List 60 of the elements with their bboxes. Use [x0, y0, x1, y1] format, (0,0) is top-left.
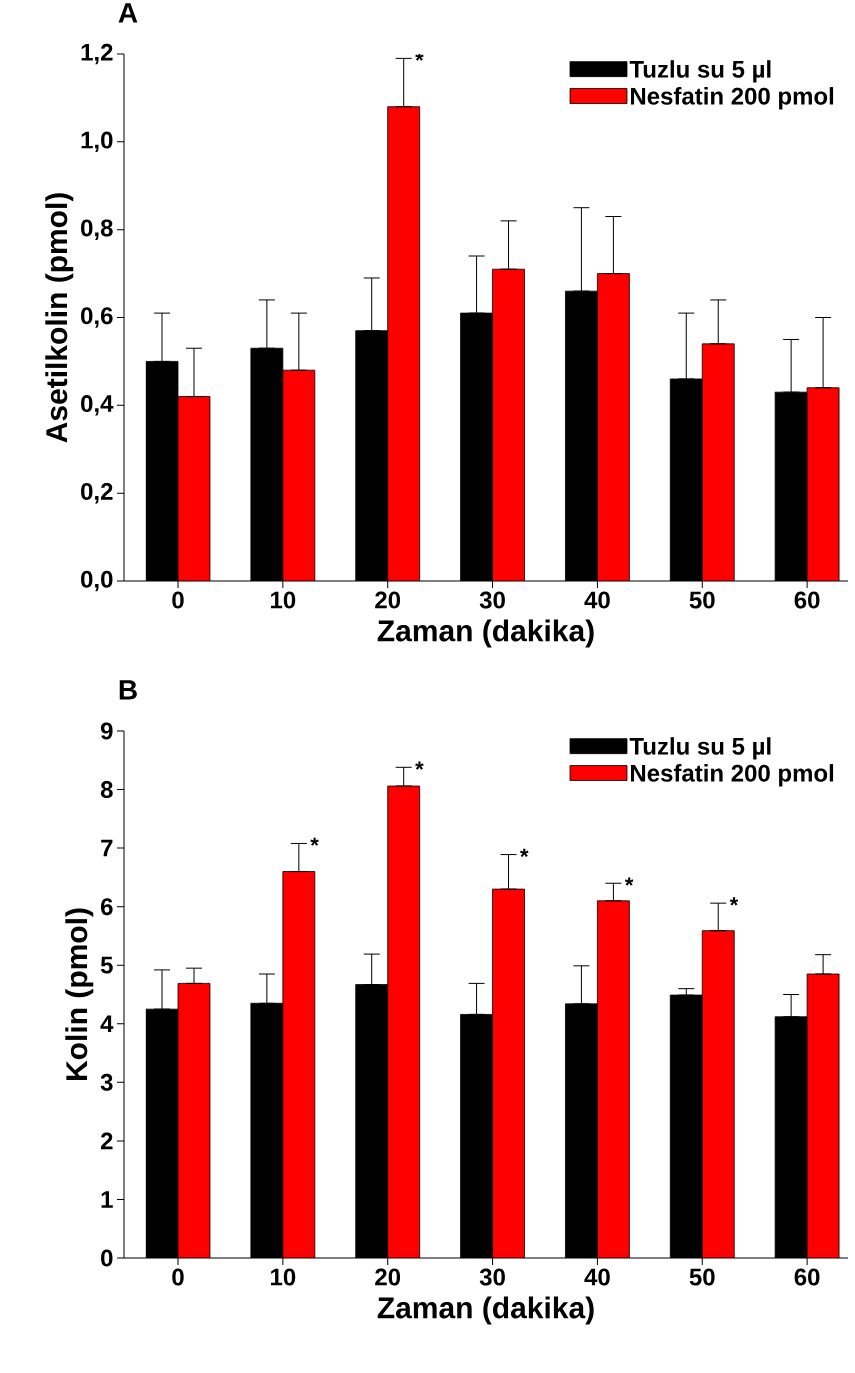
y-tick-label: 9: [100, 722, 113, 740]
y-tick-label: 7: [101, 839, 113, 857]
y-tick-label: 0,4: [81, 395, 114, 416]
x-tick-label: 10: [271, 1268, 296, 1286]
y-tick-label: 8: [100, 781, 113, 799]
bar: [387, 106, 420, 581]
y-tick-label: 2: [100, 1132, 113, 1150]
x-axis-title: Zaman (dakika): [377, 1296, 594, 1325]
chart-title: B: [119, 680, 137, 700]
x-tick-label: 20: [375, 591, 401, 609]
y-tick-label: 1,2: [81, 43, 113, 65]
x-tick-label: 40: [584, 591, 610, 609]
y-tick-label: 6: [101, 898, 113, 916]
bar: [387, 786, 420, 1258]
x-axis-title: Zaman (dakika): [377, 619, 594, 648]
x-tick-label: 0: [172, 591, 184, 609]
bar: [806, 973, 840, 1258]
y-tick-label: 0,8: [81, 219, 113, 240]
legend-label: Tuzlu su 5 µl: [629, 60, 771, 83]
bar: [806, 387, 840, 581]
y-tick-label: 0,2: [81, 482, 113, 504]
y-tick-label: 1,0: [81, 131, 113, 153]
bar: [702, 930, 735, 1258]
x-tick-label: 30: [479, 1268, 505, 1286]
bar: [597, 900, 630, 1258]
x-tick-label: 0: [172, 1268, 184, 1286]
legend-label: Nesfatin 200 pmol: [631, 764, 834, 787]
x-tick-label: 10: [271, 591, 296, 609]
x-tick-label: 20: [375, 1268, 401, 1286]
annotation: *: [520, 848, 529, 857]
x-tick-label: 50: [689, 591, 715, 609]
y-tick-label: 5: [100, 956, 113, 974]
annotation: *: [310, 837, 319, 846]
chart-title: A: [118, 3, 138, 23]
y-axis-title: Kolin (pmol): [65, 908, 94, 1080]
legend-label: Nesfatin 200 pmol: [631, 87, 834, 110]
bar: [282, 871, 315, 1258]
bar: [597, 273, 630, 581]
bar: [492, 889, 525, 1258]
y-tick-label: 0,6: [81, 307, 113, 328]
x-tick-label: 60: [794, 591, 820, 609]
annotation: *: [624, 877, 634, 886]
y-tick-label: 0,0: [81, 570, 113, 592]
annotation: *: [415, 761, 424, 770]
annotation: *: [729, 897, 739, 906]
bar: [702, 343, 735, 581]
bar: [282, 370, 315, 581]
x-tick-label: 30: [479, 591, 505, 609]
y-tick-label: 0: [101, 1249, 113, 1267]
x-tick-label: 60: [794, 1268, 820, 1286]
x-tick-label: 50: [689, 1268, 715, 1286]
y-axis-title: Asetilkolin (pmol): [45, 193, 74, 443]
x-tick-label: 40: [584, 1268, 610, 1286]
legend-label: Tuzlu su 5 µl: [629, 737, 771, 760]
y-tick-label: 4: [100, 1015, 114, 1033]
bar: [178, 983, 210, 1258]
bar: [178, 396, 210, 581]
y-tick-label: 3: [100, 1073, 113, 1091]
y-tick-label: 1: [101, 1191, 113, 1208]
bar: [492, 269, 525, 581]
